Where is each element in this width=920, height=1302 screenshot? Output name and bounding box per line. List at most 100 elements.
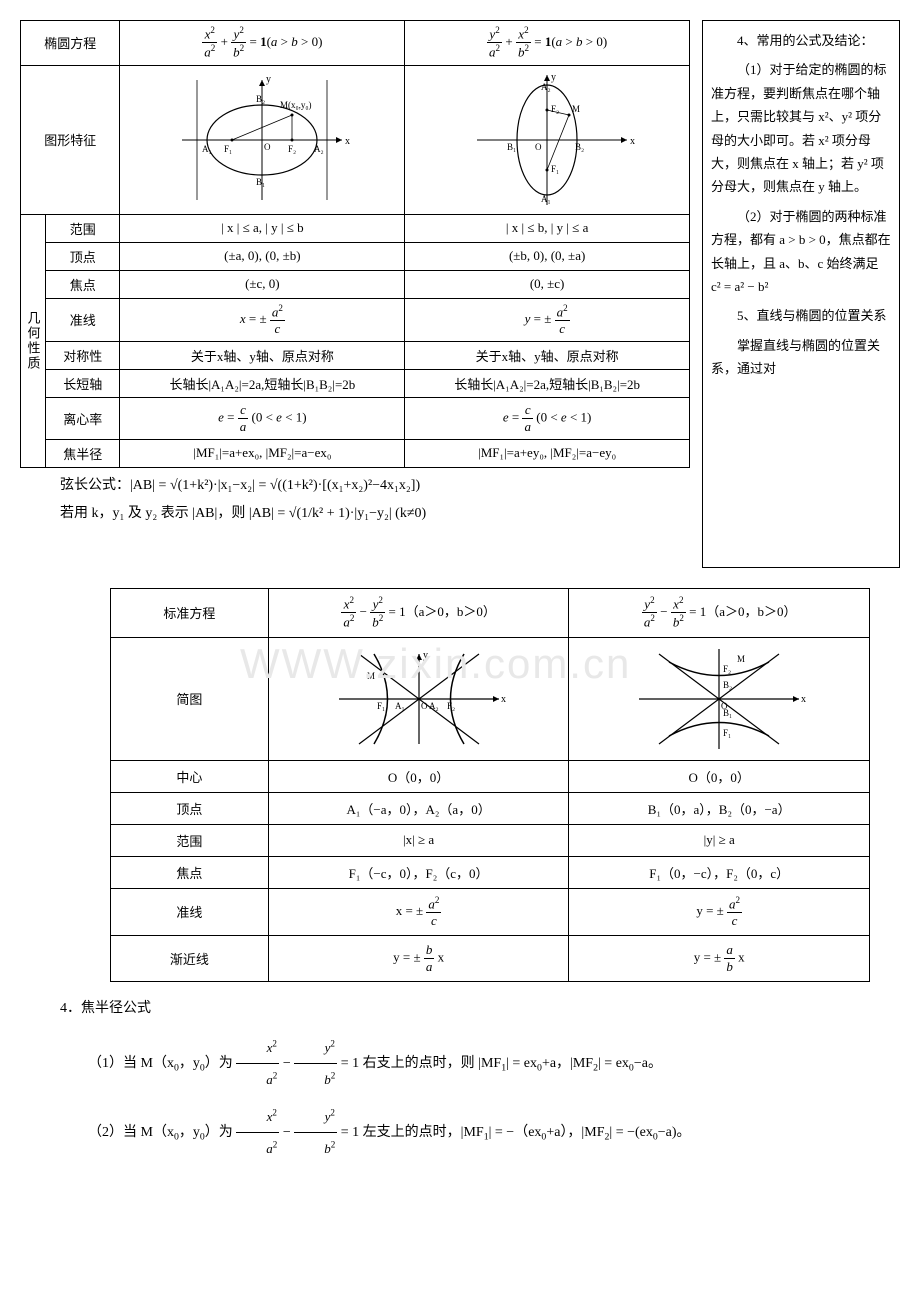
svg-text:B₂: B₂	[575, 142, 584, 152]
table-row: 几何性质 范围 | x | ≤ a, | y | ≤ b | x | ≤ b, …	[21, 214, 690, 242]
table-row: 焦半径 |MF₁|=a+ex₀, |MF₂|=a−ex₀ |MF₁|=a+ey₀…	[21, 439, 690, 467]
table-row: 中心 O（0，0） O（0，0）	[111, 760, 870, 792]
cell: F₁（0，−c），F₂（0，c）	[569, 856, 870, 888]
cell: O（0，0）	[569, 760, 870, 792]
cell: (0, ±c)	[405, 270, 690, 298]
cell: y = ± a2c	[405, 298, 690, 341]
cell: | x | ≤ a, | y | ≤ b	[120, 214, 405, 242]
svg-text:y: y	[551, 72, 556, 83]
top-section: 椭圆方程 x2a2 + y2b2 = 1(a > b > 0) y2a2 + x…	[20, 20, 900, 568]
svg-text:O: O	[421, 701, 428, 711]
notes-sidebar: 4、常用的公式及结论： （1）对于给定的椭圆的标准方程，要判断焦点在哪个轴上，只…	[702, 20, 900, 568]
label-vertex: 顶点	[46, 242, 120, 270]
hyperbola-table: 标准方程 x2a2 − y2b2 = 1（a＞0，b＞0） y2a2 − x2b…	[110, 588, 870, 982]
cell: 长轴长|A₁A₂|=2a,短轴长|B₁B₂|=2b	[405, 369, 690, 397]
section-title: 4．焦半径公式	[60, 992, 900, 1026]
hyperbola-diagram-horizontal: x y O M F₁ F₂ A₁ A₂	[268, 637, 569, 760]
focal-radius-section: 4．焦半径公式 （1）当 M（x0，y0）为 x2a2 − y2b2 = 1 右…	[20, 992, 900, 1164]
header-center: 中心	[111, 760, 269, 792]
table-row: 离心率 e = ca (0 < e < 1) e = ca (0 < e < 1…	[21, 397, 690, 439]
chord-formula-2: 若用 k，y₁ 及 y₂ 表示 |AB|，则 |AB| = √(1/k² + 1…	[60, 500, 690, 528]
svg-text:B₁: B₁	[507, 142, 516, 152]
svg-text:A₁: A₁	[395, 701, 405, 711]
header-standard-equation: 标准方程	[111, 589, 269, 638]
svg-text:A₂: A₂	[314, 144, 324, 154]
cell: y = ± ba x	[268, 935, 569, 981]
table-row: 简图 x y O M F₁ F₂ A₁ A₂	[111, 637, 870, 760]
table-row: 对称性 关于x轴、y轴、原点对称 关于x轴、y轴、原点对称	[21, 341, 690, 369]
cell: |y| ≥ a	[569, 824, 870, 856]
svg-text:B₁: B₁	[723, 708, 732, 718]
svg-text:F₂: F₂	[288, 144, 296, 154]
header-geometry: 几何性质	[21, 214, 46, 467]
table-row: 标准方程 x2a2 − y2b2 = 1（a＞0，b＞0） y2a2 − x2b…	[111, 589, 870, 638]
svg-text:A₁: A₁	[202, 144, 212, 154]
svg-text:F₁: F₁	[377, 701, 385, 711]
label-range: 范围	[46, 214, 120, 242]
svg-text:O: O	[264, 142, 271, 152]
svg-text:x: x	[801, 694, 806, 705]
header-shape: 图形特征	[21, 65, 120, 214]
cell: y = ± a2c	[569, 888, 870, 935]
cell: A₁（−a，0），A₂（a，0）	[268, 792, 569, 824]
svg-text:B₁: B₁	[256, 177, 265, 187]
svg-text:x: x	[630, 136, 635, 147]
svg-text:F₂: F₂	[551, 104, 559, 114]
ellipse-diagram-horizontal: x y O B₂ B₁ A₁ A₂ F₁ F₂ M(x₀,y₀)	[120, 65, 405, 214]
svg-text:y: y	[423, 650, 428, 661]
ellipse-diagram-vertical: x y O A₂ A₁ B₁ B₂ F₂ F₁ M	[405, 65, 690, 214]
header-equation: 椭圆方程	[21, 21, 120, 66]
cell: |MF₁|=a+ey₀, |MF₂|=a−ey₀	[405, 439, 690, 467]
svg-text:F₁: F₁	[224, 144, 232, 154]
cell: y = ± ab x	[569, 935, 870, 981]
svg-text:M: M	[367, 671, 375, 681]
cell: 长轴长|A₁A₂|=2a,短轴长|B₁B₂|=2b	[120, 369, 405, 397]
cell: (±c, 0)	[120, 270, 405, 298]
note-4-title: 4、常用的公式及结论：	[711, 29, 891, 52]
cell: y2a2 − x2b2 = 1（a＞0，b＞0）	[569, 589, 870, 638]
chord-formula-1: 弦长公式：|AB| = √(1+k²)·|x₁−x₂| = √((1+k²)·[…	[60, 472, 690, 500]
cell: | x | ≤ b, | y | ≤ a	[405, 214, 690, 242]
eq-horizontal: x2a2 + y2b2 = 1(a > b > 0)	[120, 21, 405, 66]
header-asymptote: 渐近线	[111, 935, 269, 981]
svg-text:y: y	[266, 74, 271, 85]
label-axis: 长短轴	[46, 369, 120, 397]
cell: B₁（0，a），B₂（0，−a）	[569, 792, 870, 824]
note-4-2: （2）对于椭圆的两种标准方程，都有 a > b > 0，焦点都在长轴上，且 a、…	[711, 205, 891, 299]
label-symmetry: 对称性	[46, 341, 120, 369]
table-row: 焦点 (±c, 0) (0, ±c)	[21, 270, 690, 298]
header-range: 范围	[111, 824, 269, 856]
table-row: 渐近线 y = ± ba x y = ± ab x	[111, 935, 870, 981]
label-focalradius: 焦半径	[46, 439, 120, 467]
header-vertex: 顶点	[111, 792, 269, 824]
cell: e = ca (0 < e < 1)	[405, 397, 690, 439]
svg-text:A₁: A₁	[541, 194, 551, 204]
header-directrix: 准线	[111, 888, 269, 935]
svg-text:O: O	[535, 142, 542, 152]
chord-formulas: 弦长公式：|AB| = √(1+k²)·|x₁−x₂| = √((1+k²)·[…	[20, 468, 690, 532]
note-4-1: （1）对于给定的椭圆的标准方程，要判断焦点在哪个轴上，只需比较其与 x²、y² …	[711, 58, 891, 198]
svg-text:F₁: F₁	[723, 728, 731, 738]
table-row: 焦点 F₁（−c，0），F₂（c，0） F₁（0，−c），F₂（0，c）	[111, 856, 870, 888]
note-5-title: 5、直线与椭圆的位置关系	[711, 304, 891, 327]
cell: (±a, 0), (0, ±b)	[120, 242, 405, 270]
label-focus: 焦点	[46, 270, 120, 298]
cell: x2a2 − y2b2 = 1（a＞0，b＞0）	[268, 589, 569, 638]
label-directrix: 准线	[46, 298, 120, 341]
ellipse-column: 椭圆方程 x2a2 + y2b2 = 1(a > b > 0) y2a2 + x…	[20, 20, 690, 568]
ellipse-table: 椭圆方程 x2a2 + y2b2 = 1(a > b > 0) y2a2 + x…	[20, 20, 690, 468]
cell: |MF₁|=a+ex₀, |MF₂|=a−ex₀	[120, 439, 405, 467]
focal-radius-left: （2）当 M（x0，y0）为 x2a2 − y2b2 = 1 左支上的点时，|M…	[60, 1101, 900, 1164]
cell: (±b, 0), (0, ±a)	[405, 242, 690, 270]
cell: x = ± a2c	[120, 298, 405, 341]
svg-text:F₂: F₂	[723, 664, 731, 674]
cell: O（0，0）	[268, 760, 569, 792]
table-row: 范围 |x| ≥ a |y| ≥ a	[111, 824, 870, 856]
table-row: 顶点 A₁（−a，0），A₂（a，0） B₁（0，a），B₂（0，−a）	[111, 792, 870, 824]
cell: 关于x轴、y轴、原点对称	[405, 341, 690, 369]
svg-text:F₁: F₁	[551, 164, 559, 174]
table-row: 顶点 (±a, 0), (0, ±b) (±b, 0), (0, ±a)	[21, 242, 690, 270]
cell: x = ± a2c	[268, 888, 569, 935]
eq-vertical: y2a2 + x2b2 = 1(a > b > 0)	[405, 21, 690, 66]
svg-text:A₂: A₂	[541, 82, 551, 92]
